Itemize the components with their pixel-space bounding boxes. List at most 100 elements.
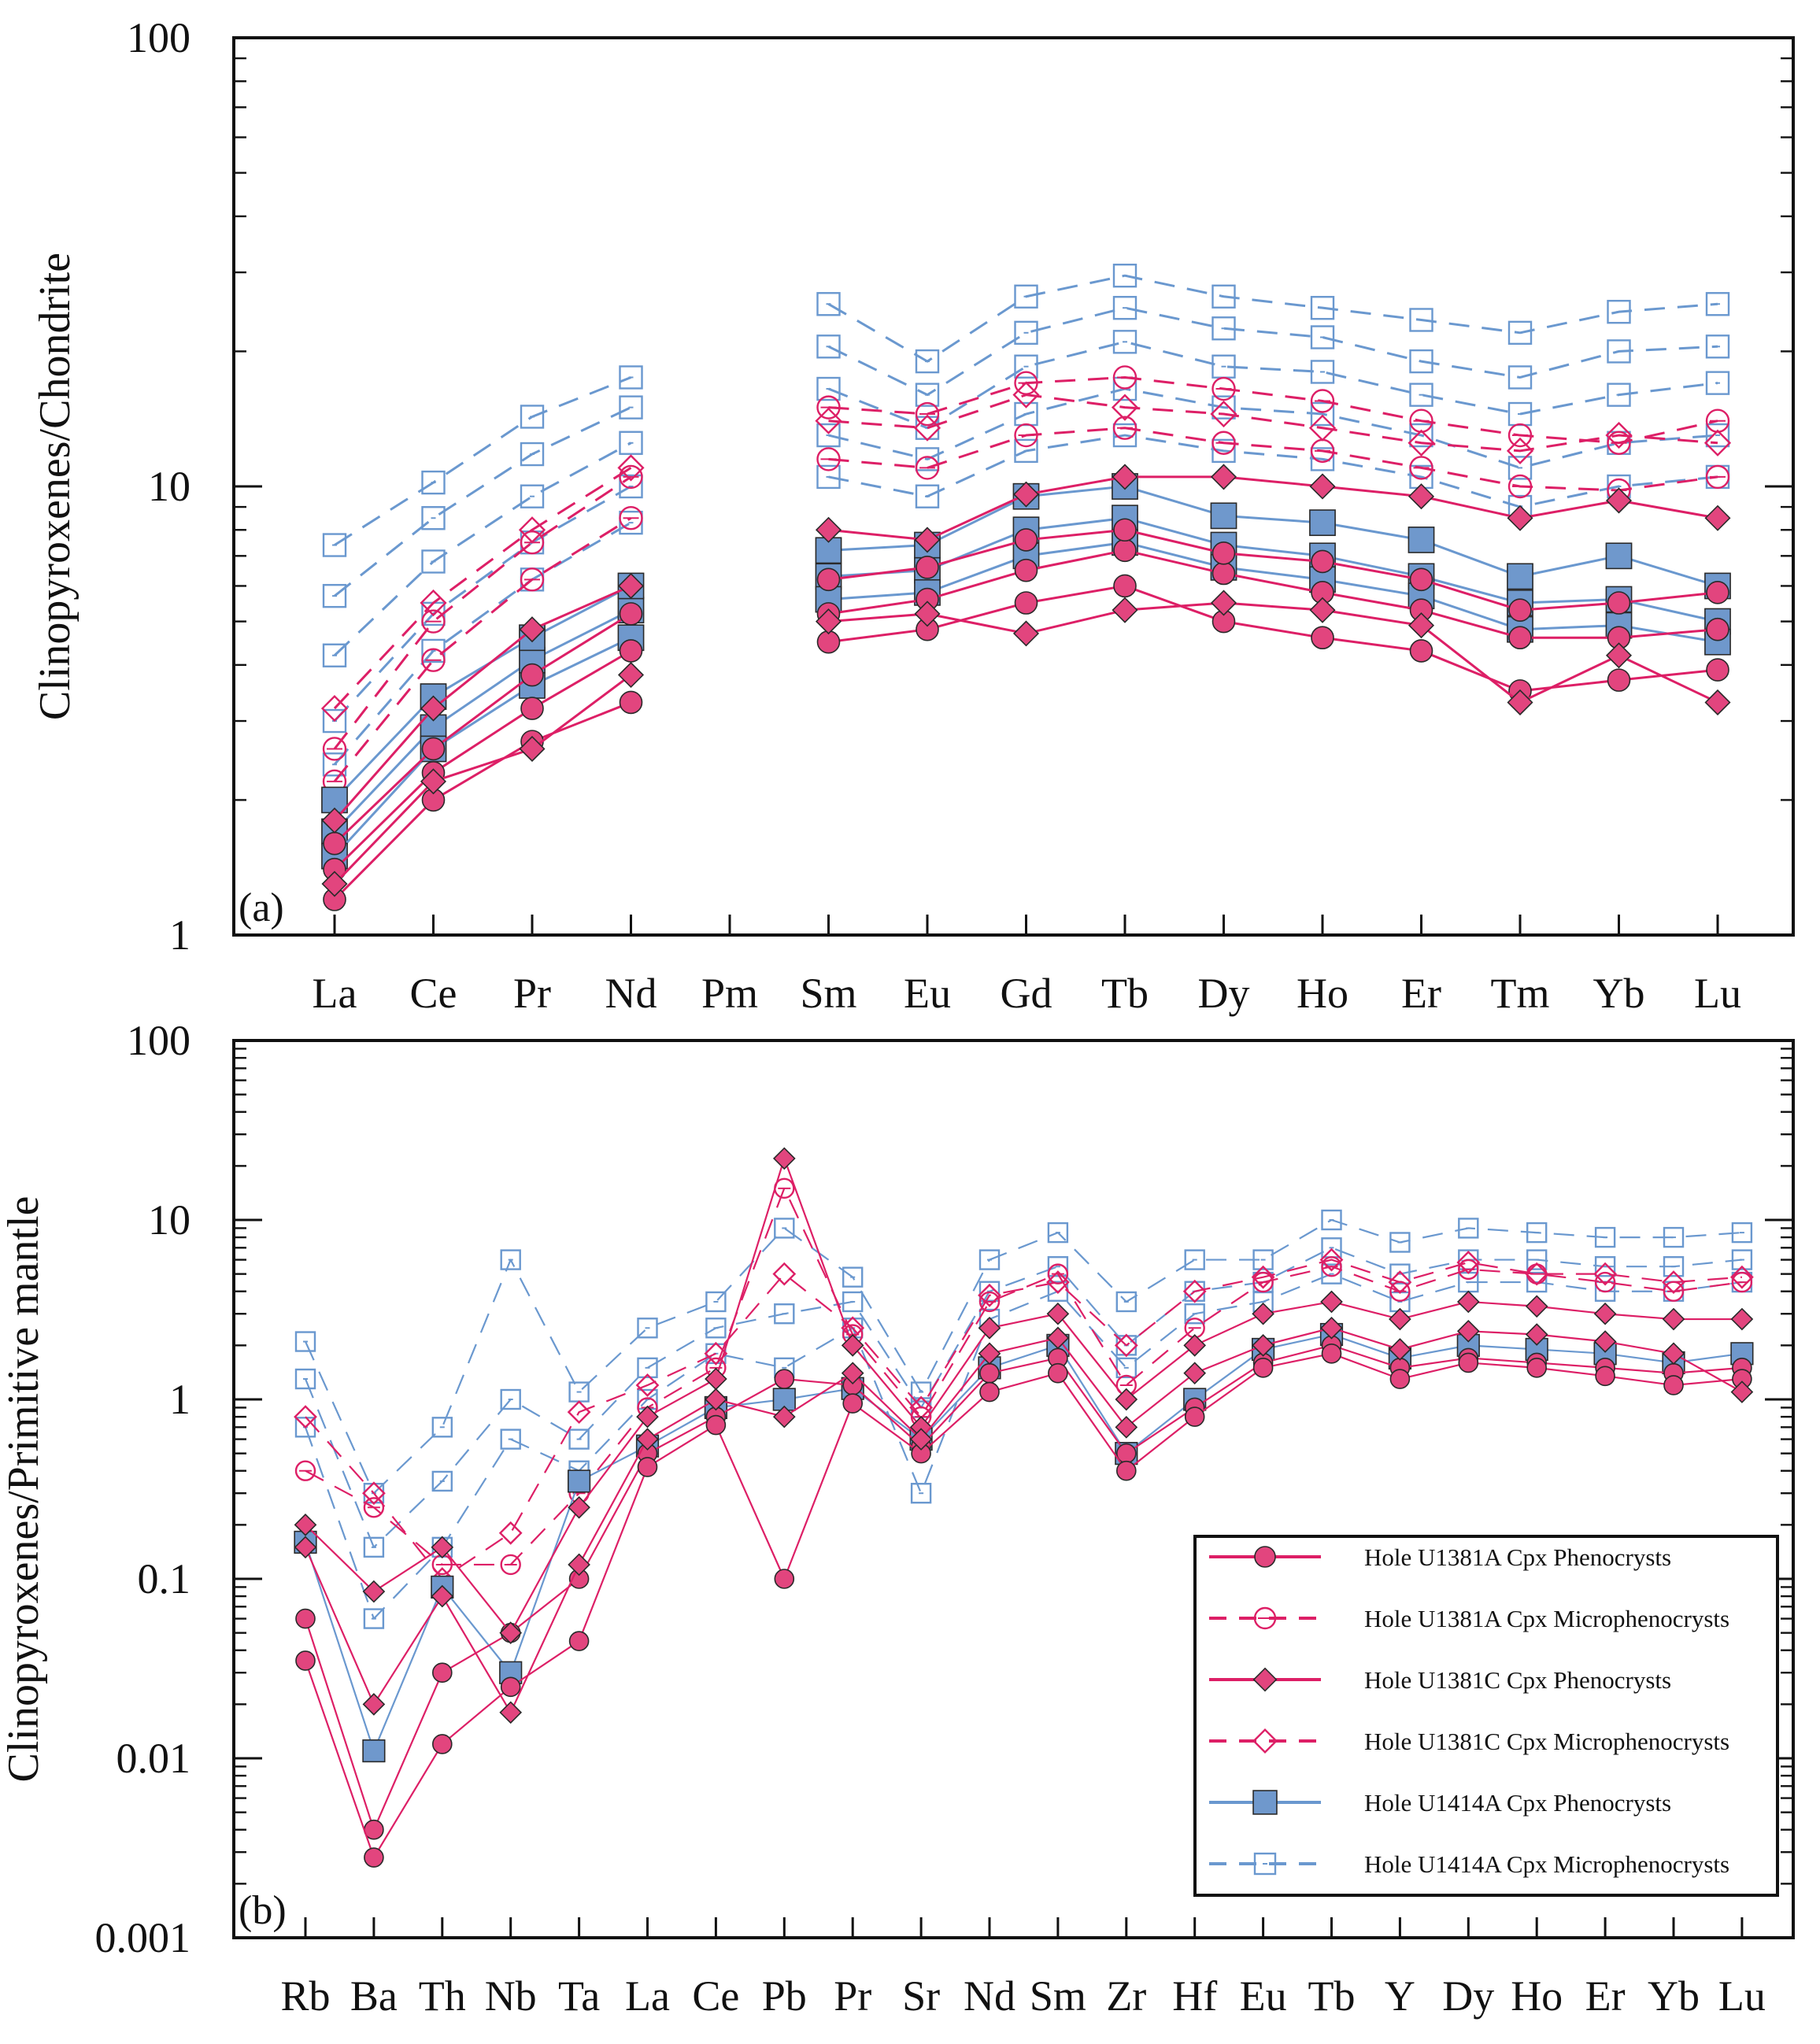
data-point-pr — [518, 516, 546, 544]
data-point-ta — [567, 1469, 591, 1493]
data-point-pr — [842, 1393, 863, 1414]
data-point-nb — [500, 1249, 521, 1270]
data-point-er — [1408, 483, 1435, 510]
data-point-sm — [816, 447, 841, 471]
series-line — [828, 549, 1718, 639]
data-point-y — [1389, 1263, 1411, 1284]
x-category-label-la: La — [625, 1972, 670, 2020]
data-point-ho — [1310, 360, 1335, 384]
data-point-la — [637, 1357, 658, 1379]
data-point-ba — [363, 1536, 385, 1558]
data-point-la — [635, 1373, 660, 1397]
series-5-hole-u1381c-cpx-microphenocrysts — [294, 1247, 1754, 1591]
data-point-pb — [774, 1218, 795, 1239]
series-line — [828, 541, 1718, 644]
data-point-hf — [1184, 1249, 1205, 1270]
data-point-nb — [500, 1429, 521, 1450]
data-point-la — [637, 1457, 658, 1477]
data-point-pr — [520, 442, 545, 467]
series-line — [304, 1352, 1742, 1859]
data-point-lu — [1704, 505, 1731, 531]
x-category-label-er: Er — [1585, 1972, 1626, 2020]
data-point-ce — [421, 549, 446, 574]
series-line — [828, 516, 1718, 623]
data-point-nd — [979, 1381, 1000, 1403]
data-point-y — [1389, 1232, 1411, 1253]
series-line — [333, 649, 632, 870]
data-point-ho — [1525, 1262, 1549, 1286]
legend-label: Hole U1381C Cpx Microphenocrysts — [1364, 1728, 1729, 1755]
x-category-label-hf: Hf — [1172, 1972, 1217, 2020]
data-point-lu — [1703, 429, 1732, 456]
legend-item-4: Hole U1414A Cpx Phenocrysts — [1209, 1789, 1671, 1817]
data-point-lu — [1705, 464, 1730, 490]
data-point-la — [323, 831, 346, 856]
data-point-nd — [978, 1283, 1001, 1307]
data-point-lu — [1704, 689, 1731, 715]
y-tick-label: 0.001 — [95, 1914, 191, 1961]
data-point-pr — [520, 697, 544, 720]
data-point-tb — [1320, 1316, 1343, 1340]
data-point-lu — [1730, 1307, 1754, 1331]
data-point-zr — [1115, 1357, 1138, 1379]
data-point-nd — [619, 464, 643, 490]
series-line — [333, 485, 632, 723]
x-category-label-nd: Nd — [605, 970, 657, 1017]
data-point-nd — [619, 690, 643, 715]
data-point-lu — [1706, 581, 1729, 604]
y-tick-label: 0.1 — [138, 1555, 191, 1602]
x-category-label-eu: Eu — [1240, 1972, 1287, 2020]
x-category-label-ba: Ba — [350, 1972, 398, 2020]
data-point-pr — [520, 405, 545, 429]
x-category-label-sm: Sm — [1030, 1972, 1086, 2020]
data-point-er — [1408, 527, 1435, 553]
data-point-pr — [520, 567, 545, 592]
data-point-yb — [1607, 383, 1631, 407]
data-point-eu — [915, 383, 940, 407]
data-point-dy — [1458, 1352, 1479, 1373]
series-5-hole-u1381c-cpx-phenocrysts — [321, 590, 1731, 897]
data-point-sm — [1046, 1302, 1070, 1325]
data-point-gd — [1014, 284, 1038, 309]
data-point-dy — [1211, 541, 1236, 565]
legend-label: Hole U1381A Cpx Phenocrysts — [1364, 1543, 1671, 1571]
data-point-yb — [1662, 1270, 1685, 1294]
data-point-nb — [499, 1621, 523, 1644]
series-line — [828, 434, 1718, 508]
data-point-pb — [774, 1303, 795, 1325]
data-point-pr — [841, 1334, 864, 1357]
data-point-yb — [1607, 591, 1631, 615]
data-point-er — [1593, 1330, 1617, 1353]
x-category-label-zr: Zr — [1106, 1972, 1146, 2020]
x-category-label-tb: Tb — [1101, 970, 1149, 1017]
data-point-tb — [1321, 1255, 1342, 1277]
data-point-rb — [295, 1650, 316, 1671]
data-point-ta — [568, 1553, 590, 1576]
series-line — [334, 376, 632, 546]
data-point-nd — [617, 572, 645, 599]
data-point-tb — [1113, 538, 1137, 563]
data-point-gd — [1012, 620, 1040, 647]
x-category-label-sm: Sm — [800, 970, 856, 1017]
data-point-tm — [1506, 437, 1534, 464]
data-point-pb — [772, 1262, 797, 1286]
data-point-dy — [1210, 502, 1237, 530]
data-point-la — [321, 807, 348, 834]
data-point-rb — [294, 1331, 316, 1352]
data-point-tb — [1112, 597, 1138, 623]
data-point-sm — [1047, 1222, 1069, 1244]
data-point-tb — [1320, 1290, 1343, 1314]
data-point-dy — [1211, 284, 1236, 309]
data-point-ba — [364, 1847, 384, 1868]
data-point-er — [1409, 383, 1433, 407]
data-point-nd — [619, 395, 643, 420]
series-line — [333, 585, 632, 801]
series-line — [304, 1247, 1743, 1548]
y-tick-label: 100 — [127, 1017, 191, 1064]
data-point-tm — [1507, 320, 1533, 346]
data-point-yb — [1607, 339, 1631, 364]
data-point-pr — [520, 663, 544, 687]
x-category-label-yb: Yb — [1648, 1972, 1700, 2020]
data-point-gd — [1014, 558, 1038, 582]
data-point-sm — [815, 407, 842, 434]
